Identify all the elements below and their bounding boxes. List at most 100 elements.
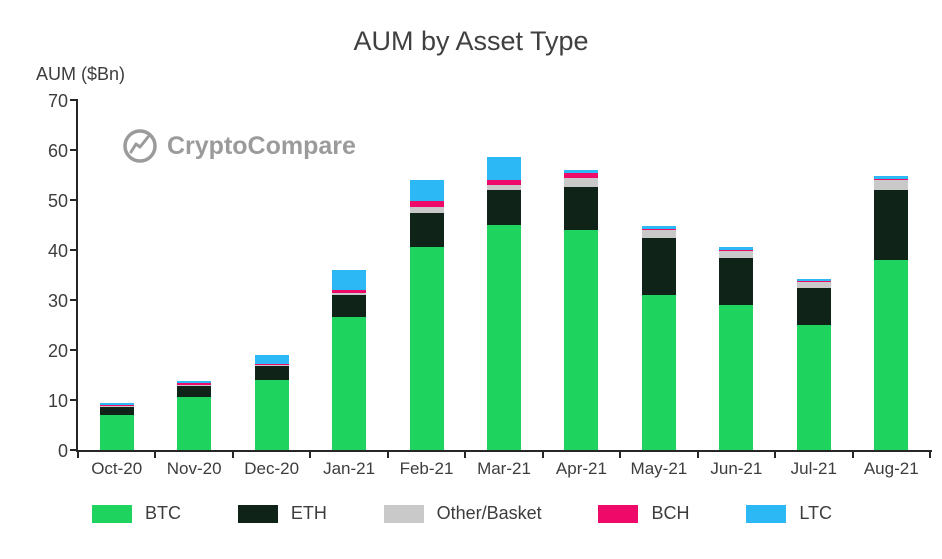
x-tick-label-apr-21: Apr-21 (555, 459, 607, 478)
bar-segment-ltc-nov-20 (177, 381, 212, 383)
bar-segment-bch-aug-21 (874, 178, 909, 180)
bar-segment-eth-nov-20 (177, 386, 212, 397)
bar-segment-other-basket-aug-21 (874, 180, 909, 190)
x-axis-line (76, 450, 932, 452)
x-tick-label-jul-21: Jul-21 (790, 459, 837, 478)
y-tick-mark (70, 249, 76, 251)
y-tick-mark (70, 299, 76, 301)
y-tick-mark (70, 149, 76, 151)
y-tick-label: 60 (47, 141, 68, 161)
bar-segment-bch-jun-21 (719, 250, 754, 251)
bar-segment-ltc-dec-20 (254, 355, 289, 364)
x-tick-mark (154, 452, 157, 458)
x-tick-mark (386, 452, 389, 458)
x-tick-mark (464, 452, 467, 458)
legend-swatch-other-basket (383, 504, 424, 523)
bar-segment-btc-nov-20 (177, 397, 212, 450)
x-tick-label-jun-21: Jun-21 (710, 459, 763, 478)
bar-segment-ltc-mar-21 (487, 157, 521, 180)
y-tick-label: 30 (47, 291, 68, 311)
bar-segment-bch-jan-21 (332, 290, 367, 293)
bar-segment-other-basket-jan-21 (332, 292, 367, 295)
bar-segment-btc-aug-21 (874, 260, 909, 450)
bar-segment-eth-mar-21 (487, 190, 521, 225)
legend-label-eth: ETH (290, 503, 327, 523)
bar-segment-btc-apr-21 (564, 230, 599, 450)
bar-segment-eth-jun-21 (719, 258, 754, 305)
y-tick-mark (70, 199, 76, 201)
bar-segment-ltc-oct-20 (99, 402, 134, 405)
y-tick-mark (70, 449, 76, 451)
x-tick-label-nov-20: Nov-20 (166, 459, 222, 478)
y-tick-label: 70 (47, 91, 68, 111)
y-tick-mark (70, 99, 76, 101)
legend-item-bch: BCH (598, 503, 690, 524)
bar-segment-btc-jul-21 (796, 325, 831, 450)
bar-segment-btc-feb-21 (409, 247, 444, 450)
legend-swatch-bch (598, 504, 639, 523)
x-tick-mark (774, 452, 777, 458)
y-tick-mark (70, 349, 76, 351)
x-tick-label-oct-20: Oct-20 (91, 459, 143, 478)
bar-segment-eth-jan-21 (332, 295, 367, 317)
chart-title: AUM by Asset Type (353, 26, 589, 56)
y-tick-label: 20 (47, 341, 68, 361)
legend-item-ltc: LTC (746, 503, 832, 524)
bar-segment-bch-mar-21 (487, 180, 521, 185)
x-tick-mark (541, 452, 544, 458)
bar-segment-other-basket-apr-21 (564, 178, 599, 187)
bar-segment-btc-oct-20 (99, 415, 134, 450)
bar-segment-btc-dec-20 (254, 380, 289, 450)
bar-segment-bch-jul-21 (796, 280, 831, 282)
bar-segment-bch-oct-20 (99, 404, 134, 406)
legend-swatch-ltc (746, 504, 787, 523)
legend-label-ltc: LTC (799, 503, 832, 523)
bar-segment-other-basket-oct-20 (99, 405, 134, 407)
x-tick-label-feb-21: Feb-21 (399, 459, 454, 478)
bar-segment-eth-feb-21 (409, 213, 444, 247)
bar-segment-ltc-apr-21 (564, 170, 599, 173)
cryptocompare-logo-icon (123, 129, 157, 163)
bar-segment-btc-jan-21 (332, 317, 367, 450)
x-tick-label-aug-21: Aug-21 (863, 459, 919, 478)
y-axis-title: AUM ($Bn) (36, 64, 126, 84)
x-tick-label-jan-21: Jan-21 (323, 459, 376, 478)
bar-segment-ltc-aug-21 (874, 176, 909, 179)
legend-item-eth: ETH (237, 503, 327, 524)
bar-segment-other-basket-dec-20 (254, 364, 289, 366)
legend-label-other-basket: Other/Basket (436, 503, 542, 523)
watermark-text: CryptoCompare (167, 131, 356, 160)
x-tick-mark (929, 452, 931, 458)
x-tick-mark (696, 452, 699, 458)
bar-segment-ltc-feb-21 (409, 180, 444, 201)
bar-segment-bch-feb-21 (409, 201, 444, 207)
bar-segment-other-basket-may-21 (641, 230, 676, 238)
bar-segment-bch-apr-21 (564, 173, 599, 178)
x-tick-mark (309, 452, 312, 458)
bar-segment-btc-mar-21 (487, 225, 521, 450)
bar-segment-eth-may-21 (641, 238, 676, 295)
y-tick-label: 10 (47, 391, 68, 411)
bar-segment-btc-may-21 (641, 295, 676, 450)
y-tick-label: 40 (47, 241, 68, 261)
y-tick-mark (70, 399, 76, 401)
bar-segment-eth-jul-21 (796, 288, 831, 325)
bar-segment-ltc-jul-21 (796, 278, 831, 281)
bar-segment-other-basket-jun-21 (719, 251, 754, 258)
legend-swatch-btc (92, 504, 132, 523)
bar-segment-bch-nov-20 (177, 383, 212, 385)
bar-segment-bch-dec-20 (254, 363, 289, 365)
legend-label-btc: BTC (145, 503, 181, 523)
bar-segment-btc-jun-21 (719, 305, 754, 450)
legend-swatch-eth (237, 504, 278, 523)
bar-segment-ltc-jan-21 (332, 270, 367, 290)
x-tick-mark (851, 452, 854, 458)
bar-segment-eth-apr-21 (564, 187, 599, 230)
legend-item-other-basket: Other/Basket (383, 503, 542, 524)
legend-item-btc: BTC (92, 503, 181, 524)
x-tick-label-dec-20: Dec-20 (244, 459, 300, 478)
watermark: CryptoCompare (120, 126, 356, 166)
y-tick-label: 0 (57, 441, 68, 461)
legend: BTC ETH Other/Basket BCH LTC (92, 503, 832, 524)
bar-segment-eth-oct-20 (99, 407, 134, 415)
